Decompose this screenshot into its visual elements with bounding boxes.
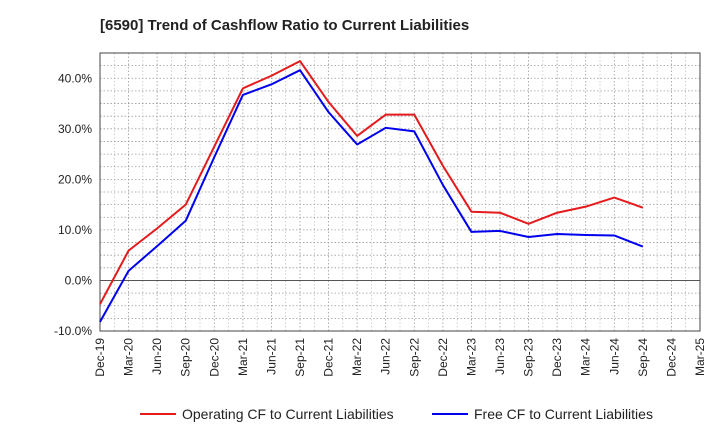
x-tick-label: Mar-25 <box>693 338 707 376</box>
series-line-1 <box>99 60 644 305</box>
x-tick-label: Sep-24 <box>636 338 650 377</box>
x-tick-label: Dec-23 <box>550 338 564 377</box>
y-tick-label: 40.0% <box>58 71 92 85</box>
x-tick-label: Sep-22 <box>407 338 421 377</box>
plot-area <box>100 53 700 331</box>
x-tick-label: Jun-23 <box>493 338 507 375</box>
x-tick-label: Sep-21 <box>293 338 307 377</box>
y-tick-label: 0.0% <box>65 273 93 287</box>
x-tick-label: Jun-21 <box>264 338 278 375</box>
x-tick-label: Dec-21 <box>322 338 336 377</box>
x-tick-label: Sep-20 <box>179 338 193 377</box>
x-tick-label: Sep-23 <box>522 338 536 377</box>
y-tick-label: 10.0% <box>58 223 92 237</box>
x-tick-label: Jun-24 <box>607 338 621 375</box>
x-tick-label: Mar-24 <box>579 338 593 376</box>
plot-frame <box>99 52 701 332</box>
y-tick-label: 30.0% <box>58 122 92 136</box>
x-tick-label: Mar-22 <box>350 338 364 376</box>
x-tick-label: Dec-24 <box>664 338 678 377</box>
y-tick-label: -10.0% <box>54 324 92 338</box>
series-layer <box>99 60 644 323</box>
x-tick-label: Jun-20 <box>150 338 164 375</box>
series-line-2 <box>99 69 644 323</box>
legend-label-1: Operating CF to Current Liabilities <box>182 406 394 422</box>
y-grid <box>100 52 700 332</box>
x-tick-label: Dec-19 <box>93 338 107 377</box>
x-grid <box>99 53 701 331</box>
x-tick-label: Dec-20 <box>207 338 221 377</box>
chart-title: [6590] Trend of Cashflow Ratio to Curren… <box>100 17 469 34</box>
x-tick-label: Mar-23 <box>464 338 478 376</box>
x-tick-label: Mar-21 <box>236 338 250 376</box>
legend-label-2: Free CF to Current Liabilities <box>474 406 653 422</box>
x-axis-labels: Dec-19 Mar-20 Jun-20 Sep-20 Dec-20 Mar-21 Jun-… <box>93 338 707 377</box>
x-tick-label: Mar-20 <box>122 338 136 376</box>
x-tick-label: Dec-22 <box>436 338 450 377</box>
y-axis-labels: -10.0% 0.0% 10.0% 20.0% 30.0% 40.0% <box>54 71 92 338</box>
y-tick-label: 20.0% <box>58 172 92 186</box>
x-tick-label: Jun-22 <box>379 338 393 375</box>
legend: Operating CF to Current Liabilities Free … <box>140 406 653 422</box>
